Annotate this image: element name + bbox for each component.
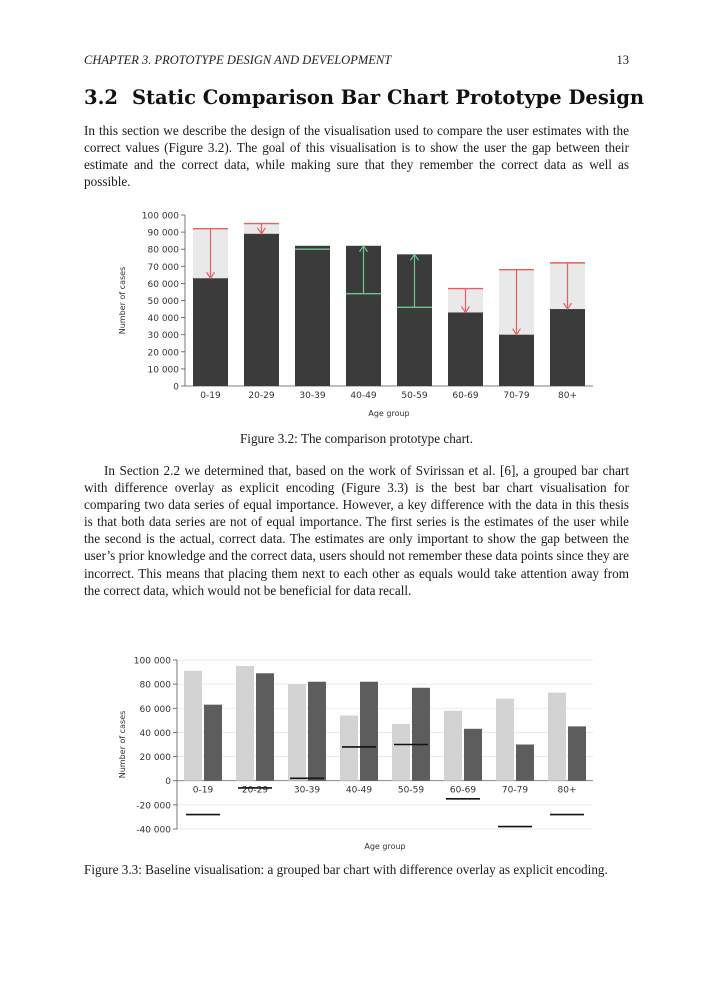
x-tick-label: 60-69	[450, 786, 476, 796]
estimate-bar	[184, 670, 202, 781]
x-axis-title: Age group	[368, 409, 409, 418]
paragraph-design-rationale: In Section 2.2 we determined that, based…	[84, 463, 629, 598]
y-tick-label: 0	[165, 777, 171, 787]
actual-bar	[308, 681, 326, 781]
comparison-bar-chart: 100 000 90 000 80 000 70 000 60 000 50 000 40 …	[112, 206, 600, 424]
y-tick-label: 40 000	[148, 314, 180, 324]
actual-value-bar	[295, 245, 330, 386]
estimate-bar	[548, 692, 566, 781]
difference-arrow-head	[461, 306, 470, 314]
y-axis-title: Number of cases	[118, 267, 127, 335]
y-tick-label: 0	[173, 383, 179, 393]
x-tick-label: 0-19	[200, 391, 221, 401]
x-tick-label: 50-59	[398, 786, 424, 796]
y-tick-label: 10 000	[148, 365, 180, 375]
x-tick-label: 20-29	[242, 786, 268, 796]
actual-value-bar	[448, 312, 483, 386]
actual-value-bar	[499, 334, 534, 386]
actual-value-bar	[550, 309, 585, 386]
paragraph-intro: In this section we describe the design o…	[84, 123, 629, 190]
figure-comparison-chart: 100 000 90 000 80 000 70 000 60 000 50 000 40 …	[112, 206, 600, 424]
grouped-bar-chart: 100 000 80 000 60 000 40 000 20 000 0 -20 000 -…	[112, 648, 600, 856]
estimate-bar	[340, 715, 358, 781]
actual-bar	[516, 744, 534, 781]
difference-arrow-head	[206, 271, 215, 280]
difference-arrow-head	[359, 244, 368, 253]
x-tick-label: 70-79	[502, 786, 528, 796]
y-tick-label: 20 000	[148, 348, 180, 358]
x-tick-label: 60-69	[452, 391, 478, 401]
estimate-bar	[392, 723, 410, 781]
x-tick-label: 20-29	[248, 391, 274, 401]
y-tick-label: -40 000	[136, 826, 171, 836]
y-tick-label: 50 000	[148, 297, 180, 307]
estimate-bar	[444, 710, 462, 781]
x-tick-label: 30-39	[294, 786, 320, 796]
x-tick-label: 40-49	[350, 391, 376, 401]
x-tick-label: 0-19	[193, 786, 214, 796]
actual-bar	[360, 681, 378, 781]
section-title-text: Static Comparison Bar Chart Prototype De…	[131, 86, 645, 109]
y-tick-label: 60 000	[140, 705, 172, 715]
actual-value-bar	[244, 233, 279, 386]
actual-value-bar	[193, 278, 228, 386]
difference-arrow-head	[512, 328, 521, 336]
figure-3-2-caption: Figure 3.2: The comparison prototype cha…	[239, 431, 474, 446]
y-tick-label: 80 000	[148, 246, 180, 256]
running-head: CHAPTER 3. PROTOTYPE DESIGN AND DEVELOPM…	[84, 53, 629, 71]
estimate-bar	[236, 666, 254, 781]
x-tick-label: 80+	[558, 786, 577, 796]
difference-arrow-head	[257, 227, 266, 235]
actual-bar	[568, 726, 586, 781]
actual-bar	[412, 687, 430, 781]
section-number: 3.2	[84, 86, 118, 109]
chapter-heading: CHAPTER 3. PROTOTYPE DESIGN AND DEVELOPM…	[84, 53, 392, 67]
x-tick-label: 70-79	[503, 391, 529, 401]
actual-bar	[256, 673, 274, 781]
x-axis-title: Age group	[364, 842, 405, 851]
page-number: 13	[616, 53, 630, 67]
difference-arrow-head	[563, 302, 572, 311]
y-axis-title: Number of cases	[118, 711, 127, 779]
y-tick-label: 100 000	[142, 212, 179, 222]
figure-baseline-chart: 100 000 80 000 60 000 40 000 20 000 0 -20 000 -…	[112, 648, 600, 856]
section-title: 3.2 Static Comparison Bar Chart Prototype…	[84, 86, 644, 109]
estimate-bar	[288, 684, 306, 781]
y-tick-label: 90 000	[148, 229, 180, 239]
actual-bar	[204, 704, 222, 781]
estimate-bar	[496, 698, 514, 781]
x-tick-label: 50-59	[401, 391, 427, 401]
actual-bar	[464, 728, 482, 781]
difference-arrow-head	[410, 253, 419, 261]
x-tick-label: 80+	[558, 391, 577, 401]
figure-3-3-caption: Figure 3.3: Baseline visualisation: a gr…	[84, 862, 608, 877]
y-tick-label: 40 000	[140, 729, 172, 739]
y-tick-label: 20 000	[140, 753, 172, 763]
y-tick-label: -20 000	[136, 801, 171, 811]
y-tick-label: 60 000	[148, 280, 180, 290]
y-tick-label: 30 000	[148, 331, 180, 341]
x-tick-label: 40-49	[346, 786, 372, 796]
y-tick-label: 80 000	[140, 681, 172, 691]
y-tick-label: 100 000	[134, 657, 171, 667]
x-tick-label: 30-39	[299, 391, 325, 401]
y-tick-label: 70 000	[148, 263, 180, 273]
